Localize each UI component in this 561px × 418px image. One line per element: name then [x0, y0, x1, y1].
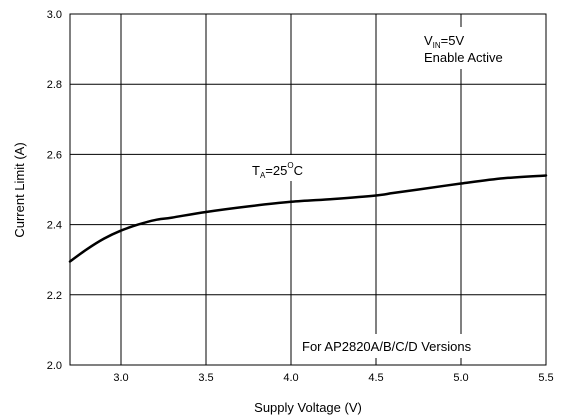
- vin-annotation-background: [418, 27, 536, 69]
- versions-annotation: For AP2820A/B/C/D Versions: [302, 339, 472, 354]
- enable-annotation: Enable Active: [424, 50, 503, 65]
- y-tick-label: 2.6: [47, 149, 62, 161]
- y-tick-label: 2.0: [47, 360, 62, 372]
- x-tick-label: 3.5: [198, 372, 213, 384]
- x-axis-title: Supply Voltage (V): [254, 400, 362, 415]
- y-axis-title: Current Limit (A): [12, 142, 27, 237]
- x-tick-label: 3.0: [113, 372, 128, 384]
- ta-annotation-background: [248, 155, 338, 181]
- current-limit-curve: [68, 174, 548, 263]
- x-tick-label: 4.0: [283, 372, 298, 384]
- y-tick-label: 2.2: [47, 290, 62, 302]
- x-tick-label: 5.0: [453, 372, 468, 384]
- ta-annotation: TA=25OC: [252, 161, 303, 180]
- y-tick-label: 2.8: [47, 79, 62, 91]
- vin-annotation: VIN=5V: [424, 33, 464, 50]
- y-tick-label: 2.4: [47, 220, 62, 232]
- x-tick-label: 4.5: [368, 372, 383, 384]
- y-tick-label: 3.0: [47, 9, 62, 21]
- plot-frame: [69, 13, 547, 366]
- x-tick-label: 5.5: [538, 372, 553, 384]
- x-axis-ticks: 3.0 3.5 4.0 4.5 5.0 5.5: [113, 372, 553, 384]
- y-axis-ticks: 2.0 2.2 2.4 2.6 2.8 3.0: [47, 9, 62, 372]
- versions-annotation-background: [298, 334, 541, 358]
